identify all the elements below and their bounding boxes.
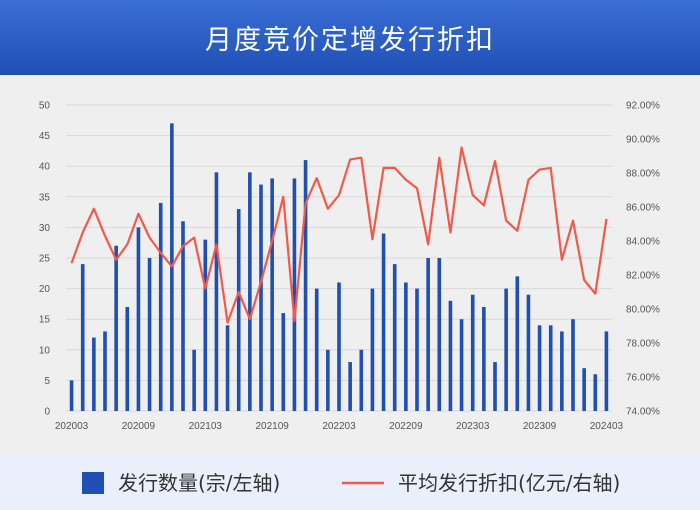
chart-title: 月度竞价定增发行折扣 xyxy=(205,25,495,56)
x-axis-tick-label: 202209 xyxy=(389,421,423,432)
right-axis-tick-label: 80.00% xyxy=(626,305,660,316)
right-axis-tick-label: 76.00% xyxy=(626,373,660,384)
bar xyxy=(80,264,85,411)
bar xyxy=(560,331,564,411)
bar xyxy=(181,221,185,411)
bar xyxy=(381,233,386,411)
plot-area: 0 5 10 15 20 25 30 35 40 45 50 74.00% 76.00% 78.00% 80… xyxy=(0,75,700,455)
left-axis-tick-label: 35 xyxy=(39,192,51,203)
x-axis-tick-label: 202003 xyxy=(55,421,89,432)
bar xyxy=(482,306,486,411)
right-axis-tick-label: 92.00% xyxy=(626,101,660,112)
bar xyxy=(504,288,508,411)
x-axis-tick-label: 202103 xyxy=(189,421,223,432)
bar xyxy=(114,245,118,411)
right-axis-tick-label: 84.00% xyxy=(626,237,660,248)
bar xyxy=(359,349,364,411)
bar xyxy=(259,184,263,411)
left-axis-tick-label: 5 xyxy=(44,376,50,387)
bar xyxy=(314,288,319,411)
bar xyxy=(92,337,96,411)
bar xyxy=(593,374,598,411)
x-axis-tick-label: 202109 xyxy=(255,421,289,432)
bar xyxy=(404,282,408,411)
x-axis-tick-label: 202403 xyxy=(590,421,624,432)
bar xyxy=(448,300,453,411)
bar xyxy=(526,294,531,411)
x-axis-tick-label: 202303 xyxy=(456,421,490,432)
right-axis-tick-label: 90.00% xyxy=(626,135,660,146)
left-axis-tick-label: 25 xyxy=(39,254,51,265)
bar xyxy=(459,319,464,411)
bar xyxy=(248,172,252,411)
x-axis-tick-label: 202009 xyxy=(122,421,156,432)
legend-label-bar: 发行数量(宗/左轴) xyxy=(118,471,280,495)
left-axis-tick-label: 50 xyxy=(39,101,51,112)
right-axis-tick-label: 88.00% xyxy=(626,169,660,180)
right-axis-tick-label: 74.00% xyxy=(626,407,660,418)
bar xyxy=(582,368,586,411)
bar xyxy=(537,325,542,411)
bar xyxy=(69,380,74,411)
bar xyxy=(192,349,196,411)
bar xyxy=(326,349,330,411)
bar xyxy=(470,294,475,411)
bar xyxy=(548,325,553,411)
bar xyxy=(292,178,297,411)
x-axis-tick-label: 202309 xyxy=(523,421,557,432)
bar xyxy=(493,362,497,411)
bar xyxy=(392,264,397,411)
bar xyxy=(158,202,163,411)
bar xyxy=(225,325,230,411)
chart-svg: 0 5 10 15 20 25 30 35 40 45 50 74.00% 76.00% 78.00% 80… xyxy=(39,101,660,433)
legend-swatch-bar xyxy=(82,472,104,494)
bar xyxy=(125,306,130,411)
bar xyxy=(236,209,241,411)
left-axis-tick-label: 20 xyxy=(39,284,51,295)
bar xyxy=(337,282,341,411)
left-axis-tick-label: 10 xyxy=(39,345,51,356)
bar xyxy=(415,288,419,411)
left-axis-tick-label: 0 xyxy=(44,407,50,418)
legend-svg: 发行数量(宗/左轴) 平均发行折扣(亿元/右轴) xyxy=(82,471,620,495)
left-axis-tick-label: 45 xyxy=(39,131,51,142)
bar xyxy=(426,258,430,411)
bar xyxy=(303,160,308,411)
bar xyxy=(571,319,575,411)
bar xyxy=(348,362,352,411)
bar xyxy=(515,276,520,411)
legend-label-line: 平均发行折扣(亿元/右轴) xyxy=(398,471,620,495)
bar xyxy=(437,258,442,411)
bar xyxy=(203,239,208,411)
bar xyxy=(604,331,609,411)
right-axis-tick-label: 86.00% xyxy=(626,203,660,214)
x-axis-tick-label: 202203 xyxy=(322,421,356,432)
left-axis-tick-label: 40 xyxy=(39,162,51,173)
chart-header: 月度竞价定增发行折扣 xyxy=(0,0,700,75)
bar xyxy=(214,172,219,411)
right-axis-tick-label: 82.00% xyxy=(626,271,660,282)
right-axis-tick-label: 78.00% xyxy=(626,339,660,350)
chart-legend: 发行数量(宗/左轴) 平均发行折扣(亿元/右轴) xyxy=(0,455,700,510)
bar xyxy=(281,313,286,411)
left-axis-tick-label: 15 xyxy=(39,315,51,326)
bar xyxy=(270,178,274,411)
bar xyxy=(136,227,141,411)
bar xyxy=(370,288,375,411)
left-axis-tick-label: 30 xyxy=(39,223,51,234)
bar xyxy=(103,331,107,411)
bar xyxy=(147,258,152,411)
